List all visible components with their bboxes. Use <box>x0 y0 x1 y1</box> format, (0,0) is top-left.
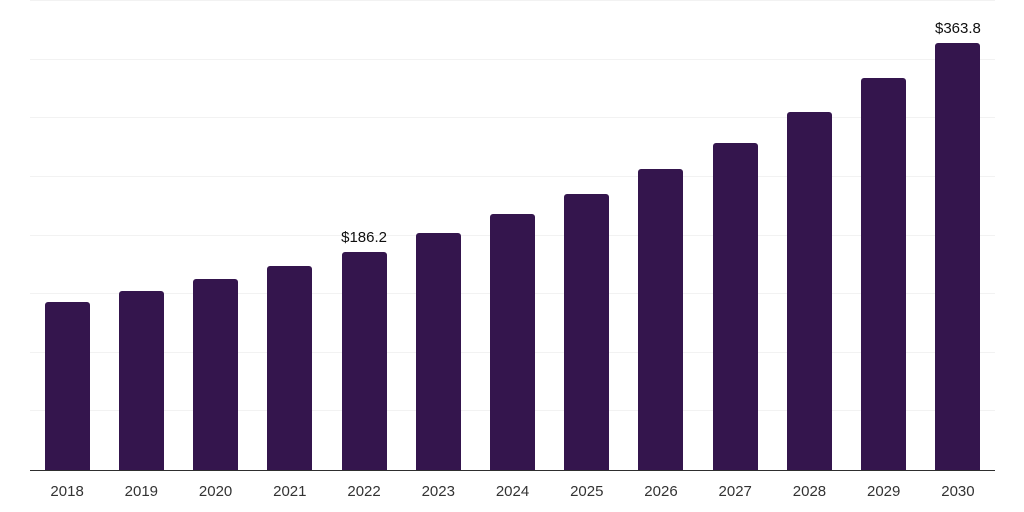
gridline-350 <box>30 58 995 60</box>
bar-slot-2018 <box>30 1 104 470</box>
gridline-250 <box>30 175 995 177</box>
bar-2025[interactable] <box>564 193 610 470</box>
bar-slot-2024 <box>475 1 549 470</box>
x-tick-2027: 2027 <box>718 483 752 500</box>
bars-layer: $186.2 $363.8 <box>30 1 995 470</box>
x-tick-2030: 2030 <box>941 483 975 500</box>
x-tick-2023: 2023 <box>421 483 455 500</box>
bar-slot-2026 <box>624 1 698 470</box>
x-tick-2020: 2020 <box>198 483 233 500</box>
bar-2026[interactable] <box>638 169 684 470</box>
data-label-2030: $363.8 <box>934 20 981 38</box>
x-tick-2021: 2021 <box>273 483 307 500</box>
x-tick-2029: 2029 <box>867 483 901 500</box>
bar-2020[interactable] <box>193 278 239 470</box>
bar-2023[interactable] <box>415 233 461 470</box>
x-tick-2028: 2028 <box>792 483 827 500</box>
x-tick-2026: 2026 <box>644 483 678 500</box>
x-tick-2018: 2018 <box>50 483 84 500</box>
bar-slot-2019 <box>104 1 178 470</box>
gridline-400 <box>30 0 995 1</box>
bar-2029[interactable] <box>861 78 907 470</box>
bar-2024[interactable] <box>490 214 536 470</box>
gridline-300 <box>30 117 995 119</box>
bar-slot-2025 <box>550 1 624 470</box>
bar-2022[interactable] <box>341 251 387 470</box>
x-tick-2025: 2025 <box>570 483 604 500</box>
x-axis-labels: 2018 2019 2020 2021 2022 2023 2024 2025 2026 2027… <box>30 483 995 500</box>
bar-2018[interactable] <box>44 301 90 470</box>
bar-slot-2022: $186.2 <box>327 1 401 470</box>
bar-2019[interactable] <box>118 290 164 470</box>
bar-slot-2028 <box>772 1 846 470</box>
bar-slot-2020 <box>178 1 252 470</box>
bar-slot-2030: $363.8 <box>921 1 995 470</box>
bar-2028[interactable] <box>786 112 832 470</box>
x-tick-2019: 2019 <box>124 483 159 500</box>
bar-slot-2027 <box>698 1 772 470</box>
bar-slot-2029 <box>847 1 921 470</box>
bar-2021[interactable] <box>267 266 313 470</box>
bar-2027[interactable] <box>712 142 758 470</box>
bar-slot-2023 <box>401 1 475 470</box>
x-tick-2022: 2022 <box>347 483 381 500</box>
bar-slot-2021 <box>253 1 327 470</box>
x-tick-2024: 2024 <box>495 483 530 500</box>
data-label-2022: $186.2 <box>341 228 387 246</box>
bar-2030[interactable] <box>935 43 981 470</box>
plot-area: $186.2 $363.8 <box>30 0 995 471</box>
